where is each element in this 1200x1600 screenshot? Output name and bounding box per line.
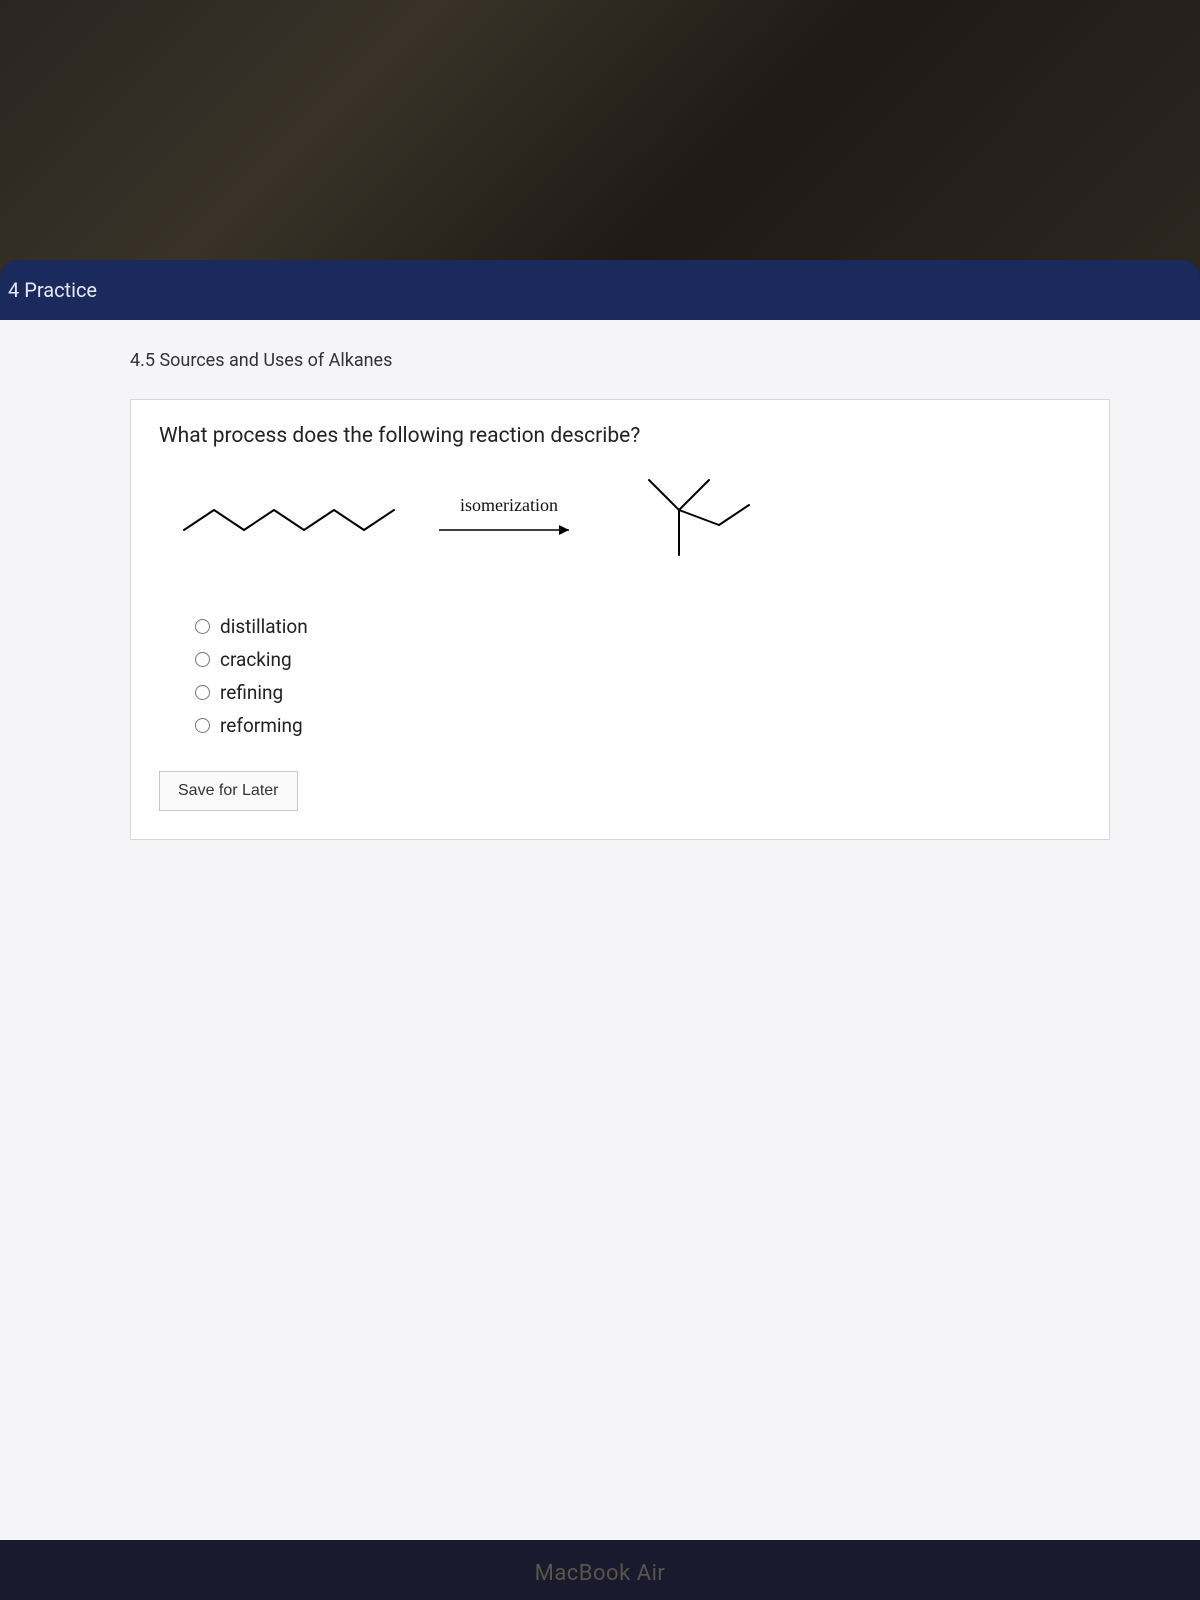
option-radio[interactable] bbox=[195, 685, 210, 700]
product-molecule bbox=[609, 470, 769, 565]
option-row[interactable]: reforming bbox=[195, 714, 1081, 737]
reaction-arrow-icon bbox=[439, 520, 579, 540]
section-title: 4.5 Sources and Uses of Alkanes bbox=[130, 350, 1200, 371]
option-radio[interactable] bbox=[195, 718, 210, 733]
option-label: refining bbox=[220, 681, 283, 704]
option-radio[interactable] bbox=[195, 652, 210, 667]
save-for-later-button[interactable]: Save for Later bbox=[159, 771, 298, 811]
device-label: MacBook Air bbox=[535, 1561, 666, 1586]
option-radio[interactable] bbox=[195, 619, 210, 634]
option-label: distillation bbox=[220, 615, 308, 638]
option-row[interactable]: cracking bbox=[195, 648, 1081, 671]
reactant-molecule bbox=[179, 490, 409, 545]
option-label: cracking bbox=[220, 648, 292, 671]
background-photo bbox=[0, 0, 1200, 280]
question-card: What process does the following reaction… bbox=[130, 399, 1110, 840]
reaction-diagram: isomerization bbox=[179, 470, 1081, 565]
option-label: reforming bbox=[220, 714, 303, 737]
option-row[interactable]: distillation bbox=[195, 615, 1081, 638]
app-header: 4 Practice bbox=[0, 260, 1200, 320]
option-row[interactable]: refining bbox=[195, 681, 1081, 704]
answer-options: distillation cracking refining reforming bbox=[195, 615, 1081, 737]
reaction-arrow-block: isomerization bbox=[439, 495, 579, 540]
content-area: 4.5 Sources and Uses of Alkanes What pro… bbox=[0, 320, 1200, 1540]
laptop-screen: 4 Practice 4.5 Sources and Uses of Alkan… bbox=[0, 260, 1200, 1540]
arrow-label: isomerization bbox=[460, 495, 558, 516]
header-title: 4 Practice bbox=[8, 278, 97, 302]
question-prompt: What process does the following reaction… bbox=[159, 424, 1081, 448]
